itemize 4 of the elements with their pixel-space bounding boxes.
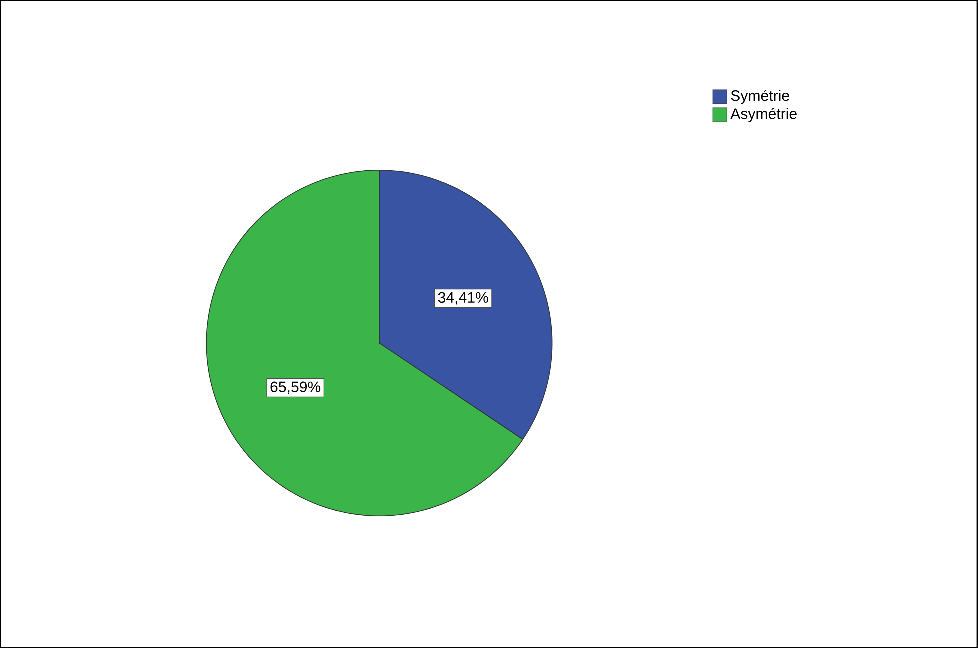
legend-label: Asymétrie <box>730 108 797 122</box>
data-label: 34,41% <box>438 292 488 305</box>
legend-label: Symétrie <box>731 90 790 104</box>
data-label: 65,59% <box>270 382 321 394</box>
